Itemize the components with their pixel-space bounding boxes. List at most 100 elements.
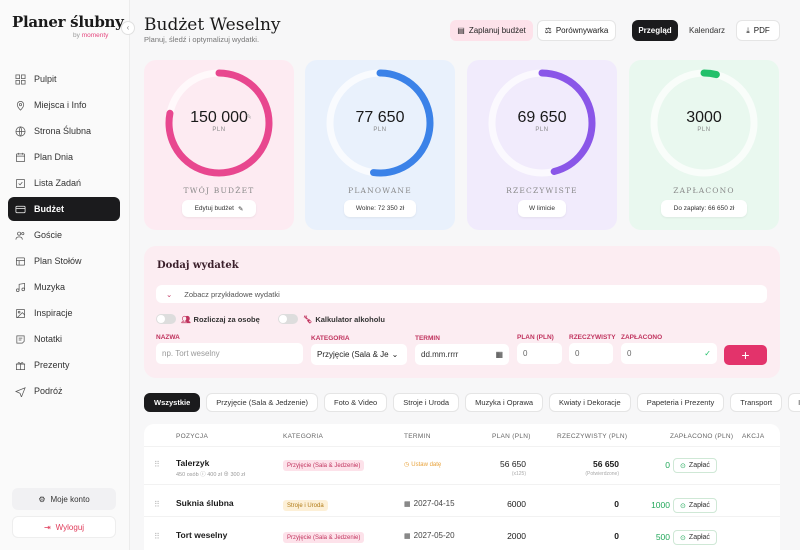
calendar-icon: ▦ <box>404 533 411 540</box>
plan-label: PLAN (PLN) <box>517 334 554 341</box>
budget-card-2: 77 650 PLN PLANOWANE Wolne: 72 350 zł <box>305 60 455 230</box>
collapse-sidebar-button[interactable]: ‹ <box>121 21 135 35</box>
sidebar-item-lista-zadań[interactable]: Lista Zadań <box>8 171 120 195</box>
paid-value: 1000 <box>651 500 670 510</box>
tab-7[interactable]: Papeteria i Prezenty <box>636 393 725 412</box>
tab-9[interactable]: Inne <box>788 393 800 412</box>
category-label: KATEGORIA <box>311 335 350 342</box>
gift-icon <box>14 359 26 371</box>
sidebar-item-plan-stołów[interactable]: Plan Stołów <box>8 249 120 273</box>
tab-6[interactable]: Kwiaty i Dekoracje <box>549 393 631 412</box>
paid-value: 500 <box>655 532 670 542</box>
sidebar-item-prezenty[interactable]: Prezenty <box>8 353 120 377</box>
add-expense-button[interactable]: + <box>724 345 767 365</box>
expenses-table: POZYCJA KATEGORIA TERMIN PLAN (PLN) RZECZYWI… <box>144 424 780 550</box>
drag-handle-icon[interactable]: ⠿ <box>154 460 160 469</box>
paid-input[interactable]: 0 ✓ <box>621 343 717 364</box>
chevron-down-icon: ⌄ <box>391 350 399 359</box>
budget-card-4: 3000 PLN ZAPŁACONO Do zapłaty: 66 650 zł <box>629 60 779 230</box>
item-date[interactable]: ▦ 2027-04-15 <box>404 499 455 508</box>
sidebar-item-budżet[interactable]: Budżet <box>8 197 120 221</box>
sidebar-item-label: Prezenty <box>34 360 70 370</box>
pay-button[interactable]: ⊙ Zapłać <box>673 530 717 545</box>
sidebar-item-muzyka[interactable]: Muzyka <box>8 275 120 299</box>
check-circle-icon: ⊙ <box>680 502 686 510</box>
card-label: RZECZYWISTE <box>506 186 578 195</box>
page-subtitle: Planuj, śledź i optymalizuj wydatki. <box>144 35 260 44</box>
logout-button[interactable]: ⇥ Wyloguj <box>12 516 116 538</box>
tab-3[interactable]: Foto & Video <box>324 393 388 412</box>
pdf-button[interactable]: ⤓ PDF <box>736 20 780 41</box>
drag-handle-icon[interactable]: ⠿ <box>154 532 160 541</box>
card-pill: Do zapłaty: 66 650 zł <box>661 200 747 217</box>
plan-multiplier: (x125) <box>511 471 526 477</box>
item-date[interactable]: ▦ 2027-05-20 <box>404 531 455 540</box>
sidebar-item-inspiracje[interactable]: Inspiracje <box>8 301 120 325</box>
item-name[interactable]: Tort weselny <box>176 530 228 540</box>
per-person-toggle[interactable] <box>156 314 176 324</box>
plan-value: 56 650 <box>500 459 526 469</box>
plan-budget-button[interactable]: ▤ Zaplanuj budżet <box>450 20 533 41</box>
check-icon: ✓ <box>704 349 711 358</box>
my-account-button[interactable]: ⚙ Moje konto <box>12 488 116 510</box>
tab-1[interactable]: Wszystkie <box>144 393 201 412</box>
globe-icon <box>14 125 26 137</box>
map-pin-icon <box>14 99 26 111</box>
logo-byline: by momenty <box>73 32 109 39</box>
image-icon <box>14 307 26 319</box>
actual-status: (Potwierdzone) <box>585 471 619 477</box>
paid-label: ZAPŁACONO <box>621 334 663 341</box>
card-pill[interactable]: Edytuj budżet ✎ <box>182 200 256 217</box>
tab-2[interactable]: Przyjęcie (Sala & Jedzenie) <box>206 393 318 412</box>
sidebar-item-pulpit[interactable]: Pulpit <box>8 67 120 91</box>
progress-ring <box>165 69 273 177</box>
progress-ring <box>650 69 758 177</box>
plan-input[interactable]: 0 <box>517 343 562 364</box>
column-header: KATEGORIA <box>283 433 324 440</box>
category-tabs: Wszystkie Przyjęcie (Sala & Jedzenie) Foto… <box>144 393 800 412</box>
sidebar-item-label: Pulpit <box>34 74 57 84</box>
sidebar-item-podróż[interactable]: Podróż <box>8 379 120 403</box>
pay-button[interactable]: ⊙ Zapłać <box>673 458 717 473</box>
actual-value: 0 <box>614 531 619 541</box>
example-expenses-toggle[interactable]: ⌄ Zobacz przykładowe wydatki <box>156 285 767 303</box>
name-input[interactable]: np. Tort weselny <box>156 343 303 364</box>
sidebar-item-label: Miejsca i Info <box>34 100 87 110</box>
alcohol-calculator-toggle[interactable] <box>277 314 298 324</box>
compare-button[interactable]: ⚖ Porównywarka <box>537 20 616 41</box>
sidebar-item-label: Goście <box>34 230 63 240</box>
sidebar-item-strona-ślubna[interactable]: Strona Ślubna <box>8 119 120 143</box>
paid-value: 0 <box>665 460 670 470</box>
progress-ring <box>326 69 434 177</box>
pay-button[interactable]: ⊙ Zapłać <box>673 498 717 513</box>
sidebar-item-goście[interactable]: Goście <box>8 223 120 247</box>
tab-4[interactable]: Stroje i Uroda <box>393 393 460 412</box>
card-unit: PLN <box>373 127 387 133</box>
music-icon <box>14 281 26 293</box>
date-input[interactable]: dd.mm.rrrr ▦ <box>415 344 509 365</box>
view-overview-tab[interactable]: Przegląd <box>632 20 678 41</box>
view-calendar-tab[interactable]: Kalendarz <box>688 26 726 35</box>
set-date-button[interactable]: ◷ Ustaw datę <box>404 462 442 468</box>
budget-card-1: 150 000 PLN TWÓJ BUDŻET Edytuj budżet ✎ ✎ <box>144 60 294 230</box>
drag-handle-icon[interactable]: ⠿ <box>154 500 160 509</box>
item-name[interactable]: Talerzyk <box>176 458 210 468</box>
edit-pencil-icon[interactable]: ✎ <box>246 114 252 121</box>
item-name[interactable]: Suknia ślubna <box>176 498 234 508</box>
tab-5[interactable]: Muzyka i Oprawa <box>465 393 544 412</box>
sidebar-item-miejsca-i-info[interactable]: Miejsca i Info <box>8 93 120 117</box>
actual-input[interactable]: 0 <box>569 343 613 364</box>
sidebar-item-plan-dnia[interactable]: Plan Dnia <box>8 145 120 169</box>
sidebar-item-label: Lista Zadań <box>34 178 82 188</box>
category-select[interactable]: Przyjęcie (Sala & Je ⌄ <box>311 344 407 365</box>
tab-8[interactable]: Transport <box>730 393 783 412</box>
sidebar-item-label: Budżet <box>34 204 64 214</box>
actual-label: RZECZYWISTY <box>569 334 616 341</box>
add-expense-panel: Dodaj wydatek ⌄ Zobacz przykładowe wydatk… <box>144 246 780 378</box>
actual-value: 56 650 <box>593 459 619 469</box>
sidebar-item-notatki[interactable]: Notatki <box>8 327 120 351</box>
sidebar-item-label: Notatki <box>34 334 63 344</box>
document-icon: ▤ <box>457 26 465 35</box>
check-circle-icon: ⊙ <box>680 534 686 542</box>
card-value: 3000 <box>686 109 722 126</box>
